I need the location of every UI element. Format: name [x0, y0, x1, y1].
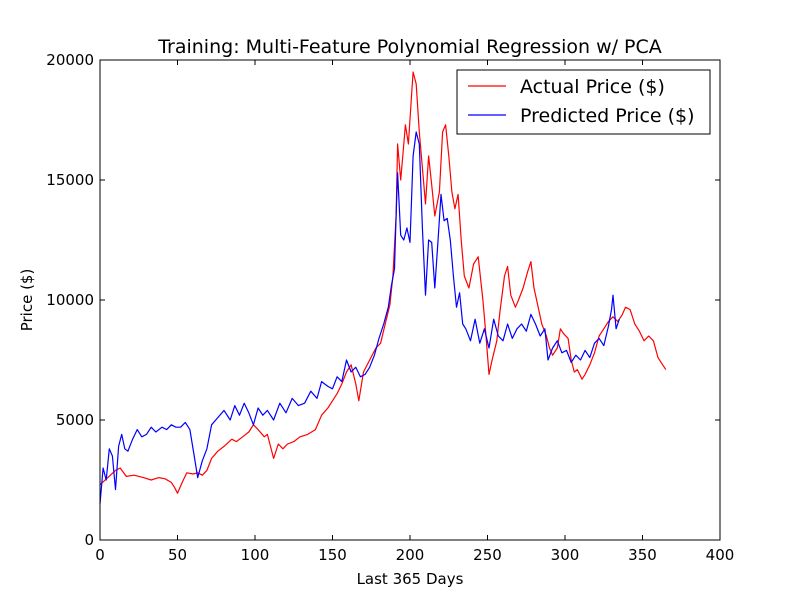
x-tick-label: 150: [318, 546, 347, 564]
x-tick-label: 100: [241, 546, 270, 564]
x-tick-label: 250: [473, 546, 502, 564]
legend-label-actual-price: Actual Price ($): [520, 76, 665, 98]
series-line-actual-price: [99, 71, 667, 494]
x-tick-label: 350: [628, 546, 657, 564]
series-layer: [99, 71, 667, 505]
x-tick-label: 200: [396, 546, 425, 564]
y-tick-label: 0: [84, 531, 94, 549]
y-tick-label: 15000: [46, 171, 94, 189]
x-tick-label: 50: [168, 546, 187, 564]
legend-label-predicted-price: Predicted Price ($): [520, 105, 695, 127]
legend-box: [456, 69, 711, 135]
series-line-predicted-price: [99, 131, 620, 505]
x-tick-label: 300: [551, 546, 580, 564]
ticks-layer: 0 50 100 150 200 250 300 350 400 0 5000 10000 15000 2…: [46, 51, 734, 564]
x-tick-label: 400: [706, 546, 735, 564]
x-tick-label: 0: [95, 546, 105, 564]
y-tick-label: 20000: [46, 51, 94, 69]
x-axis-label: Last 365 Days: [357, 570, 464, 588]
y-axis-label: Price ($): [18, 269, 36, 332]
y-tick-label: 5000: [56, 411, 94, 429]
legend: Actual Price ($) Predicted Price ($): [456, 69, 711, 135]
y-tick-label: 10000: [46, 291, 94, 309]
chart-title: Training: Multi-Feature Polynomial Regre…: [157, 36, 662, 58]
